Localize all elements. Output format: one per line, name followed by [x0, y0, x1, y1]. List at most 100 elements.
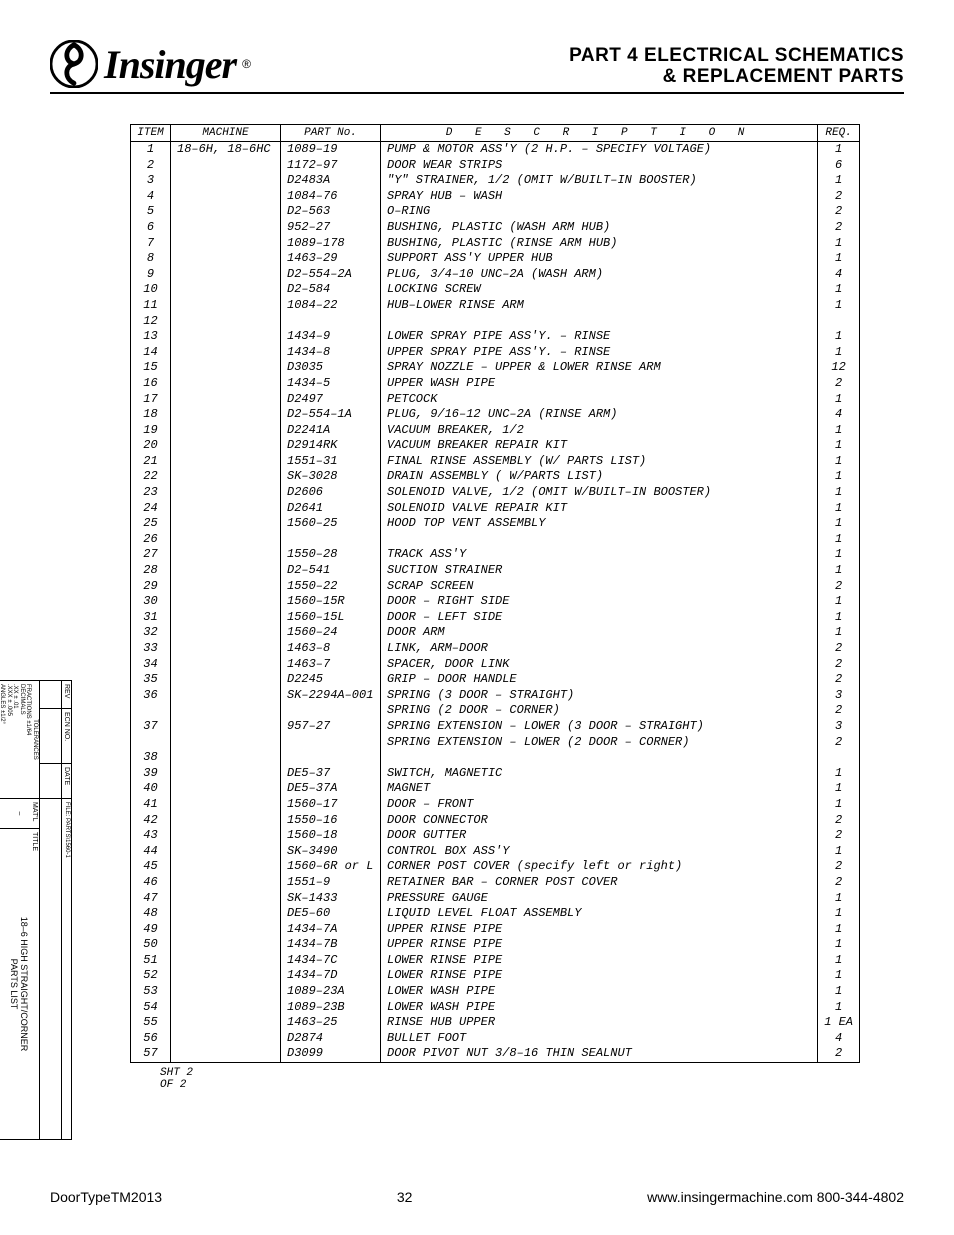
cell-desc: FINAL RINSE ASSEMBLY (W/ PARTS LIST): [381, 454, 818, 470]
cell-item: 37: [131, 719, 171, 735]
cell-req: 1: [818, 766, 860, 782]
cell-item: 44: [131, 844, 171, 860]
cell-machine: [171, 236, 281, 252]
table-row: 551463–25RINSE HUB UPPER1 EA: [131, 1015, 860, 1031]
table-row: 39DE5–37SWITCH, MAGNETIC1: [131, 766, 860, 782]
cell-item: 5: [131, 204, 171, 220]
table-row: 57D3099DOOR PIVOT NUT 3/8–16 THIN SEALNU…: [131, 1046, 860, 1062]
brand-logo: Insinger ®: [50, 40, 251, 88]
cell-desc: DOOR WEAR STRIPS: [381, 158, 818, 174]
cell-item: 7: [131, 236, 171, 252]
cell-req: 2: [818, 828, 860, 844]
cell-item: 55: [131, 1015, 171, 1031]
cell-desc: UPPER SPRAY PIPE ASS'Y. – RINSE: [381, 345, 818, 361]
cell-machine: [171, 750, 281, 766]
cell-item: 50: [131, 937, 171, 953]
cell-req: 2: [818, 189, 860, 205]
cell-req: 4: [818, 267, 860, 283]
cell-item: 27: [131, 547, 171, 563]
table-row: 9D2–554–2APLUG, 3/4–10 UNC–2A (WASH ARM)…: [131, 267, 860, 283]
cell-item: 15: [131, 360, 171, 376]
cell-desc: LIQUID LEVEL FLOAT ASSEMBLY: [381, 906, 818, 922]
cell-req: [818, 750, 860, 766]
cell-req: 1: [818, 485, 860, 501]
cell-desc: PLUG, 3/4–10 UNC–2A (WASH ARM): [381, 267, 818, 283]
cell-desc: TRACK ASS'Y: [381, 547, 818, 563]
cell-item: 26: [131, 532, 171, 548]
cell-item: 4: [131, 189, 171, 205]
cell-part: D2245: [281, 672, 381, 688]
cell-req: 1: [818, 236, 860, 252]
table-row: 341463–7SPACER, DOOR LINK2: [131, 657, 860, 673]
cell-desc: DOOR – RIGHT SIDE: [381, 594, 818, 610]
cell-desc: UPPER WASH PIPE: [381, 376, 818, 392]
cell-item: 36: [131, 688, 171, 704]
cell-item: 3: [131, 173, 171, 189]
cell-machine: [171, 859, 281, 875]
cell-machine: [171, 1000, 281, 1016]
cell-part: 1172–97: [281, 158, 381, 174]
table-row: 141434–8UPPER SPRAY PIPE ASS'Y. – RINSE1: [131, 345, 860, 361]
cell-req: 2: [818, 859, 860, 875]
cell-req: 1: [818, 610, 860, 626]
cell-desc: PUMP & MOTOR ASS'Y (2 H.P. – SPECIFY VOL…: [381, 142, 818, 158]
table-row: 40DE5–37AMAGNET1: [131, 781, 860, 797]
tb-title: TITLE 18–6 HIGH STRAIGHT/CORNER PARTS LI…: [0, 829, 39, 1139]
cell-req: 1: [818, 501, 860, 517]
cell-machine: [171, 844, 281, 860]
cell-part: D2483A: [281, 173, 381, 189]
cell-item: 35: [131, 672, 171, 688]
cell-req: 2: [818, 220, 860, 236]
table-row: 421550–16DOOR CONNECTOR2: [131, 813, 860, 829]
cell-item: 2: [131, 158, 171, 174]
cell-item: 24: [131, 501, 171, 517]
cell-desc: SPRAY NOZZLE – UPPER & LOWER RINSE ARM: [381, 360, 818, 376]
table-row: 37957–27SPRING EXTENSION – LOWER (3 DOOR…: [131, 719, 860, 735]
cell-desc: DOOR – FRONT: [381, 797, 818, 813]
cell-machine: [171, 298, 281, 314]
cell-machine: [171, 922, 281, 938]
cell-item: 39: [131, 766, 171, 782]
cell-req: 1: [818, 594, 860, 610]
cell-req: 2: [818, 672, 860, 688]
cell-part: 1463–7: [281, 657, 381, 673]
cell-machine: [171, 563, 281, 579]
table-row: 15D3035SPRAY NOZZLE – UPPER & LOWER RINS…: [131, 360, 860, 376]
cell-part: 1089–19: [281, 142, 381, 158]
cell-item: 21: [131, 454, 171, 470]
table-row: 271550–28TRACK ASS'Y1: [131, 547, 860, 563]
cell-part: 1434–7D: [281, 968, 381, 984]
cell-part: 957–27: [281, 719, 381, 735]
cell-desc: HUB–LOWER RINSE ARM: [381, 298, 818, 314]
cell-req: 4: [818, 1031, 860, 1047]
cell-desc: SPACER, DOOR LINK: [381, 657, 818, 673]
cell-desc: DOOR PIVOT NUT 3/8–16 THIN SEALNUT: [381, 1046, 818, 1062]
cell-req: 1: [818, 937, 860, 953]
cell-item: 40: [131, 781, 171, 797]
cell-machine: [171, 984, 281, 1000]
cell-item: 16: [131, 376, 171, 392]
cell-part: 1463–29: [281, 251, 381, 267]
cell-req: 3: [818, 719, 860, 735]
cell-item: 48: [131, 906, 171, 922]
footer-contact: www.insingermachine.com 800-344-4802: [647, 1189, 904, 1205]
cell-desc: SPRING (3 DOOR – STRAIGHT): [381, 688, 818, 704]
cell-machine: [171, 891, 281, 907]
cell-desc: SUPPORT ASS'Y UPPER HUB: [381, 251, 818, 267]
table-row: 211551–31FINAL RINSE ASSEMBLY (W/ PARTS …: [131, 454, 860, 470]
registered-mark: ®: [242, 57, 251, 71]
cell-item: 30: [131, 594, 171, 610]
cell-desc: PRESSURE GAUGE: [381, 891, 818, 907]
cell-req: 6: [818, 158, 860, 174]
table-row: 431560–18DOOR GUTTER2: [131, 828, 860, 844]
cell-req: 3: [818, 688, 860, 704]
cell-item: 38: [131, 750, 171, 766]
table-row: 48DE5–60LIQUID LEVEL FLOAT ASSEMBLY1: [131, 906, 860, 922]
cell-item: 51: [131, 953, 171, 969]
cell-item: 8: [131, 251, 171, 267]
cell-desc: SUCTION STRAINER: [381, 563, 818, 579]
table-row: 3D2483A"Y" STRAINER, 1/2 (OMIT W/BUILT–I…: [131, 173, 860, 189]
cell-machine: [171, 735, 281, 751]
cell-item: 14: [131, 345, 171, 361]
table-row: 18D2–554–1APLUG, 9/16–12 UNC–2A (RINSE A…: [131, 407, 860, 423]
